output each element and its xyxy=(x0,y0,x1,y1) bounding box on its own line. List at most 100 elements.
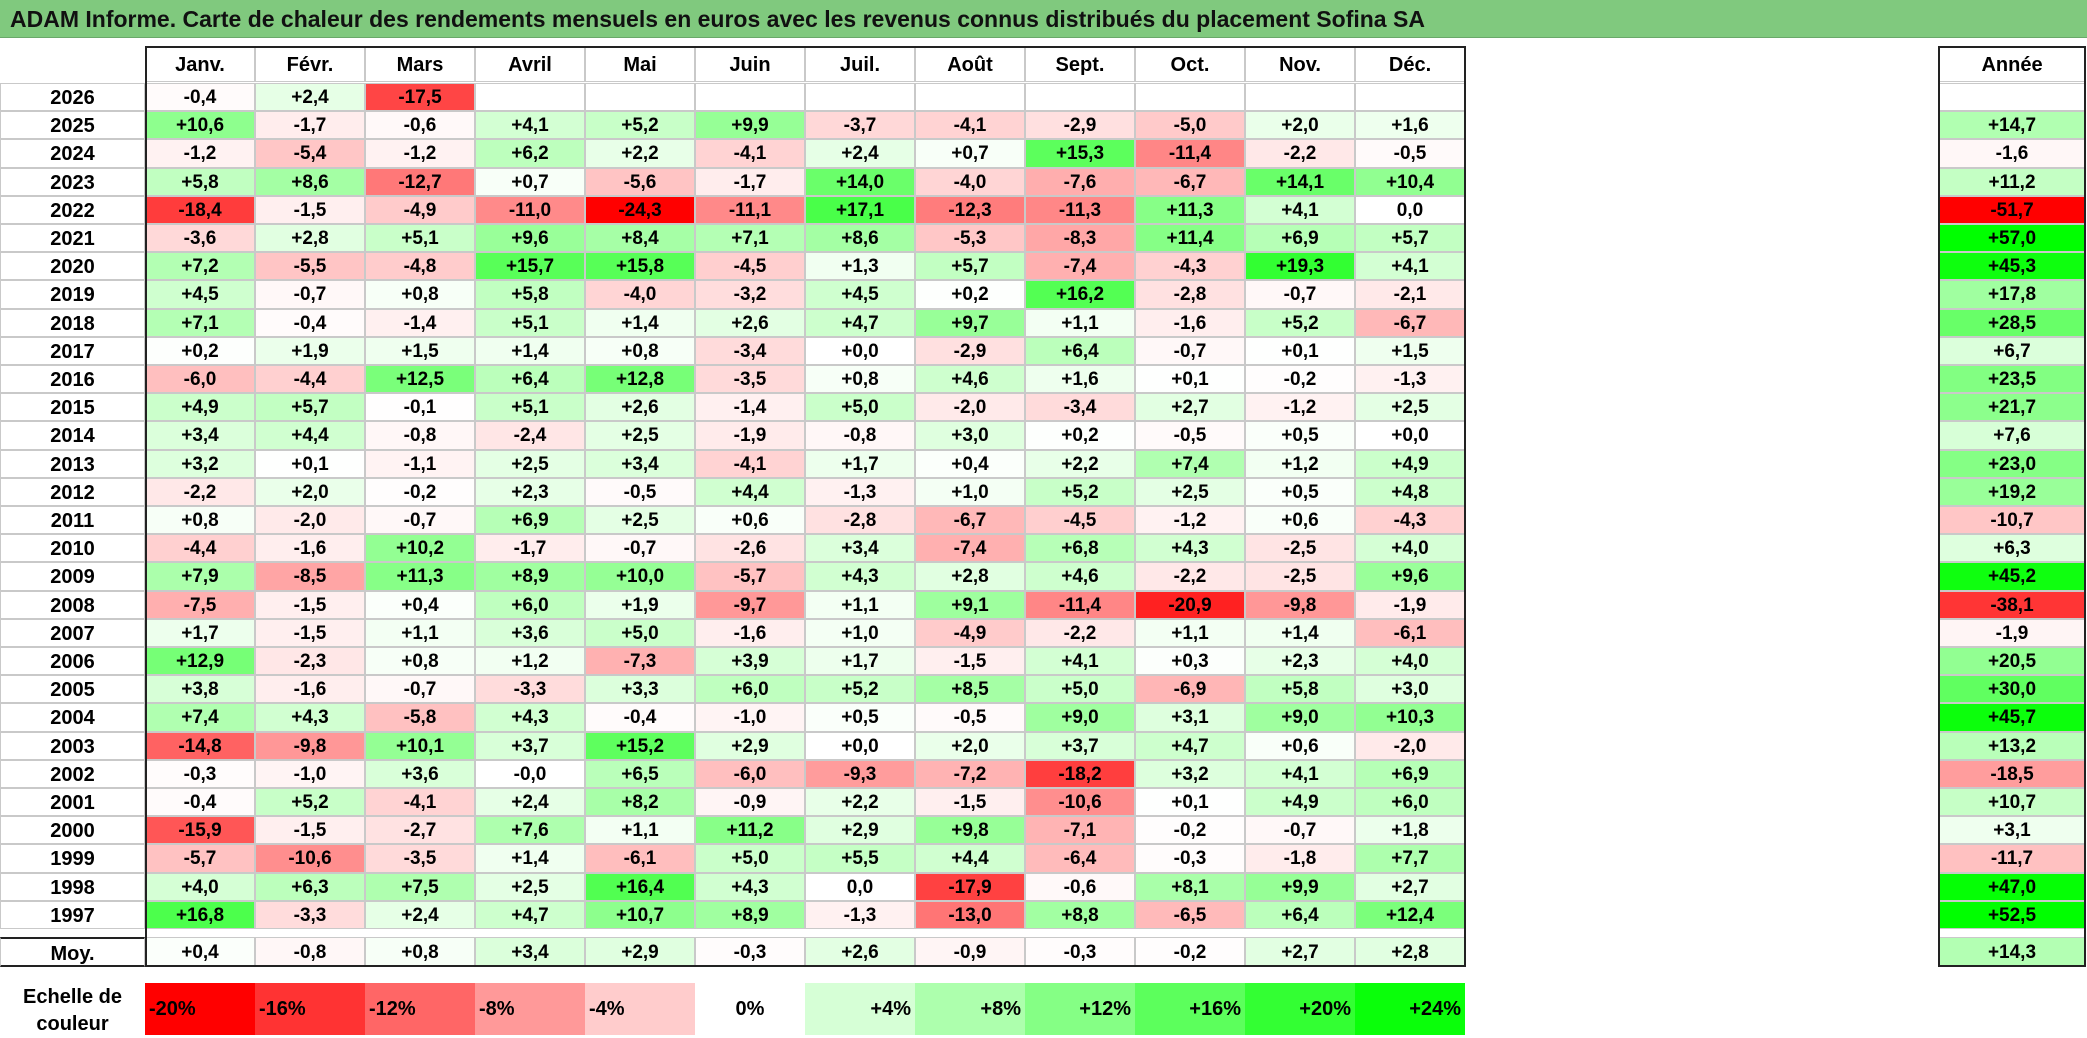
heat-cell: +8,9 xyxy=(695,900,805,929)
heat-cell: -12,7 xyxy=(365,167,475,196)
heat-cell: +16,4 xyxy=(585,872,695,901)
heat-cell: -1,6 xyxy=(1135,308,1245,337)
heat-cell: +2,2 xyxy=(805,788,915,817)
heat-cell: -6,1 xyxy=(585,844,695,873)
heat-cell: +10,0 xyxy=(585,562,695,591)
heat-cell: -0,2 xyxy=(365,477,475,506)
heat-cell: -11,0 xyxy=(475,195,585,224)
year-label: 2023 xyxy=(0,167,145,196)
heat-cell: -0,3 xyxy=(145,759,255,788)
heat-cell: +1,3 xyxy=(805,252,915,281)
heat-cell xyxy=(585,83,695,112)
heat-cell: +0,8 xyxy=(365,647,475,676)
heat-cell: +7,1 xyxy=(145,308,255,337)
heat-cell: -0,7 xyxy=(255,280,365,309)
heat-cell: +9,0 xyxy=(1025,703,1135,732)
heat-cell: +3,1 xyxy=(1135,703,1245,732)
heat-cell: -0,7 xyxy=(1135,336,1245,365)
heat-cell: +3,2 xyxy=(145,449,255,478)
heat-cell: -4,0 xyxy=(915,167,1025,196)
heat-cell: -9,3 xyxy=(805,759,915,788)
heat-cell: +1,2 xyxy=(475,647,585,676)
heat-cell: -1,7 xyxy=(475,534,585,563)
year-label: 2013 xyxy=(0,449,145,478)
heat-cell: +3,6 xyxy=(365,759,475,788)
heat-cell: -1,5 xyxy=(255,618,365,647)
heat-cell: +2,7 xyxy=(1355,872,1465,901)
heat-cell: -4,5 xyxy=(1025,506,1135,535)
column-header: Août xyxy=(915,46,1025,82)
heat-cell: +3,3 xyxy=(585,675,695,704)
heat-cell: -7,6 xyxy=(1025,167,1135,196)
heat-cell: +16,8 xyxy=(145,900,255,929)
heat-cell: +4,4 xyxy=(255,421,365,450)
heat-cell: -6,4 xyxy=(1025,844,1135,873)
heat-cell: -12,3 xyxy=(915,195,1025,224)
heat-cell: +2,9 xyxy=(805,816,915,845)
heat-cell: +1,7 xyxy=(805,449,915,478)
heat-cell: -20,9 xyxy=(1135,590,1245,619)
heat-cell: +5,0 xyxy=(1025,675,1135,704)
year-label: 2010 xyxy=(0,534,145,563)
heat-cell: +0,7 xyxy=(475,167,585,196)
heat-cell: +0,0 xyxy=(805,731,915,760)
heat-cell: +4,3 xyxy=(695,872,805,901)
column-header: Mars xyxy=(365,46,475,82)
heat-cell: -4,1 xyxy=(695,139,805,168)
annee-cell: -1,9 xyxy=(1938,618,2086,647)
year-label: 2012 xyxy=(0,477,145,506)
year-label: 1998 xyxy=(0,872,145,901)
heat-cell: -3,4 xyxy=(695,336,805,365)
heat-cell: +1,1 xyxy=(805,590,915,619)
heat-cell: -2,2 xyxy=(1245,139,1355,168)
heat-cell: -1,4 xyxy=(695,393,805,422)
heat-cell: -6,7 xyxy=(1135,167,1245,196)
heat-cell: -3,5 xyxy=(695,365,805,394)
annee-cell: +6,3 xyxy=(1938,534,2086,563)
heat-cell: -10,6 xyxy=(1025,788,1135,817)
heat-cell: +0,1 xyxy=(1245,336,1355,365)
moy-cell: +2,8 xyxy=(1355,937,1465,967)
heat-cell: +4,1 xyxy=(1025,647,1135,676)
moy-cell: +0,8 xyxy=(365,937,475,967)
heat-cell: -11,4 xyxy=(1025,590,1135,619)
heat-cell: +0,6 xyxy=(1245,731,1355,760)
heat-cell xyxy=(915,83,1025,112)
heat-cell: +6,9 xyxy=(475,506,585,535)
heat-cell: -1,2 xyxy=(145,139,255,168)
heat-cell: +0,8 xyxy=(145,506,255,535)
heat-cell: +8,8 xyxy=(1025,900,1135,929)
heat-cell: -0,5 xyxy=(1355,139,1465,168)
heat-cell: +2,5 xyxy=(585,506,695,535)
heat-cell: +15,2 xyxy=(585,731,695,760)
year-label: 2016 xyxy=(0,365,145,394)
heat-cell: +10,7 xyxy=(585,900,695,929)
heat-cell: -3,2 xyxy=(695,280,805,309)
annee-cell: -10,7 xyxy=(1938,506,2086,535)
heat-cell xyxy=(1245,83,1355,112)
column-header: Juil. xyxy=(805,46,915,82)
heat-cell: -1,8 xyxy=(1245,844,1355,873)
heat-cell: +1,4 xyxy=(585,308,695,337)
heat-cell: -4,4 xyxy=(255,365,365,394)
heat-cell xyxy=(695,83,805,112)
annee-cell: +52,5 xyxy=(1938,900,2086,929)
heat-cell: -3,6 xyxy=(145,224,255,253)
heat-cell: +5,8 xyxy=(145,167,255,196)
heat-cell: +2,6 xyxy=(585,393,695,422)
heat-cell: -7,3 xyxy=(585,647,695,676)
heat-cell: -4,3 xyxy=(1135,252,1245,281)
heat-cell: -4,1 xyxy=(695,449,805,478)
heat-cell: +11,3 xyxy=(365,562,475,591)
heat-cell: -0,8 xyxy=(805,421,915,450)
annee-cell: +17,8 xyxy=(1938,280,2086,309)
heat-cell: +1,6 xyxy=(1025,365,1135,394)
heat-cell: -11,1 xyxy=(695,195,805,224)
heat-cell: +3,6 xyxy=(475,618,585,647)
heat-cell: +8,1 xyxy=(1135,872,1245,901)
heat-cell: +1,7 xyxy=(145,618,255,647)
heat-cell: -4,4 xyxy=(145,534,255,563)
heat-cell: +3,7 xyxy=(475,731,585,760)
heat-cell: +1,1 xyxy=(1025,308,1135,337)
year-label: 1997 xyxy=(0,900,145,929)
